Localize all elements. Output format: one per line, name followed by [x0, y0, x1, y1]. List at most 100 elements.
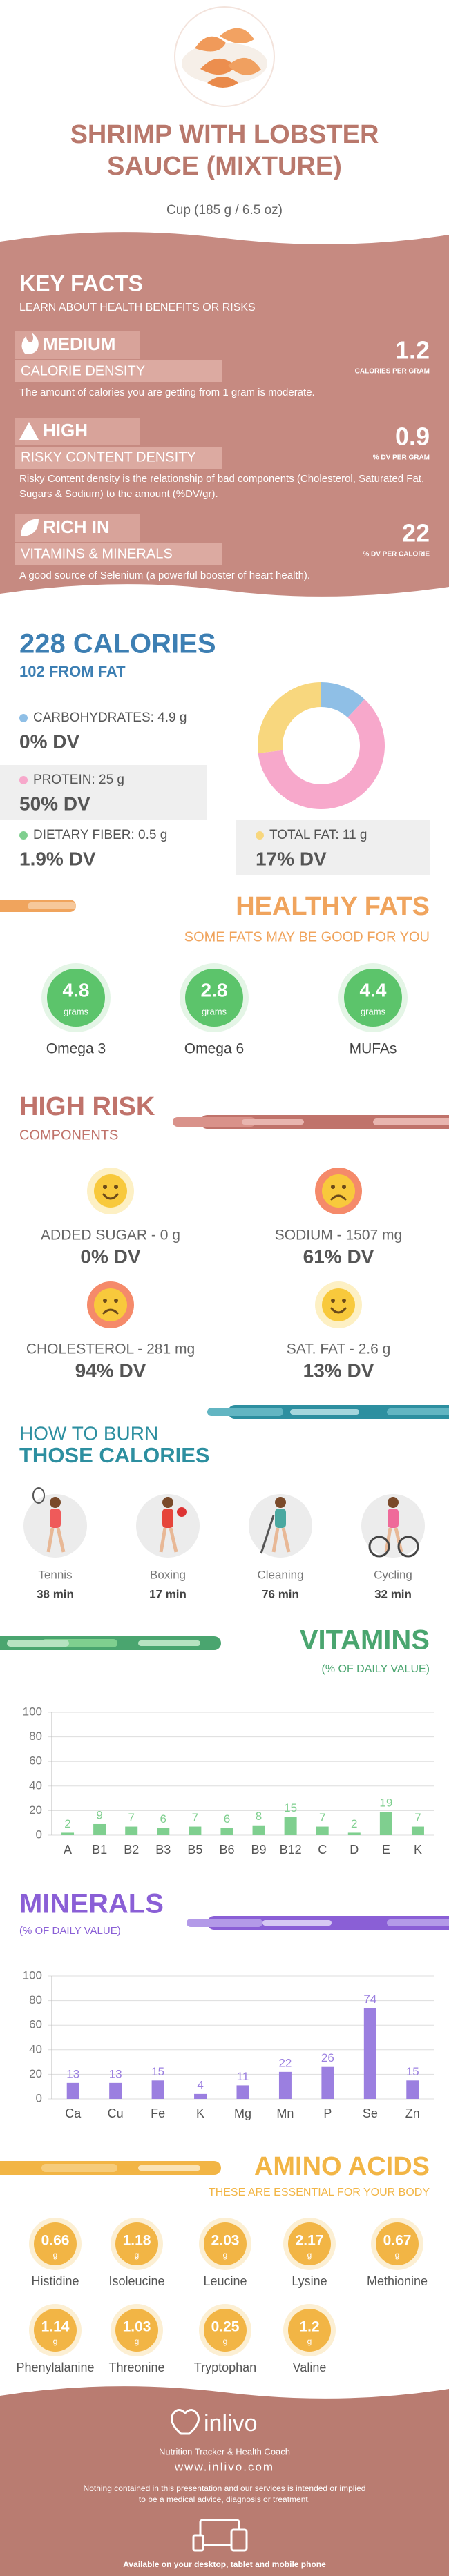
fact-unit: % DV PER CALORIE: [363, 551, 430, 559]
bar-value-label: 2: [351, 1817, 357, 1830]
bar-value-label: 7: [192, 1811, 198, 1824]
face: [322, 1174, 355, 1208]
fact-level: RICH IN: [43, 516, 110, 537]
macro-dv: 50% DV: [19, 793, 90, 814]
bar-value-label: 19: [379, 1797, 392, 1810]
amino-value: 2.17: [296, 2233, 324, 2249]
bar-value-label: 7: [128, 1811, 134, 1824]
bar: [61, 1832, 75, 1835]
amino-unit: g: [53, 2336, 58, 2346]
bar-value-label: 6: [160, 1812, 166, 1826]
bar-value-label: 13: [66, 2067, 79, 2080]
fat-circle: [47, 969, 105, 1027]
activity-time: 32 min: [374, 1587, 412, 1600]
bar: [278, 2071, 292, 2099]
calories-subtitle: 102 FROM FAT: [19, 663, 126, 680]
x-tick-label: B12: [280, 1843, 302, 1857]
person-leg: [56, 1527, 66, 1553]
burn-subtitle: THOSE CALORIES: [19, 1443, 210, 1467]
key-facts-background: [0, 232, 449, 597]
bar-value-label: 9: [96, 1808, 102, 1821]
leaf-icon: [21, 519, 39, 536]
burn-title: HOW TO BURN: [19, 1422, 158, 1444]
face-eye: [103, 1299, 107, 1303]
face-mouth: [330, 1194, 347, 1201]
face-mouth: [330, 1307, 347, 1314]
bar: [321, 2066, 334, 2099]
amino-name: Methionine: [367, 2274, 428, 2288]
y-tick-label: 60: [29, 1754, 42, 1768]
fat-name: MUFAs: [350, 1041, 397, 1057]
fact-value: 22: [402, 519, 430, 548]
x-tick-label: Fe: [151, 2107, 165, 2120]
amino-name: Threonine: [108, 2361, 164, 2374]
macro-dv: 17% DV: [256, 848, 327, 869]
risk-dv: 94% DV: [75, 1359, 146, 1381]
risk-label: ADDED SUGAR - 0 g: [41, 1228, 180, 1243]
amino-title: AMINO ACIDS: [254, 2152, 430, 2181]
person-head: [275, 1497, 286, 1508]
face-eye: [114, 1185, 118, 1189]
bar: [220, 1828, 233, 1835]
serving: Cup (185 g / 6.5 oz): [166, 203, 283, 217]
amino-unit: g: [307, 2336, 312, 2346]
risk-dv: 0% DV: [80, 1246, 140, 1267]
healthy-fats-subtitle: SOME FATS MAY BE GOOD FOR YOU: [184, 929, 430, 945]
y-tick-label: 100: [23, 1968, 42, 1982]
x-tick-label: Mg: [234, 2107, 251, 2120]
fat-unit: grams: [361, 1006, 386, 1016]
activity-name: Cycling: [374, 1568, 412, 1581]
y-tick-label: 80: [29, 1993, 42, 2006]
bar: [363, 2008, 376, 2099]
decor-bar: [187, 1919, 262, 1927]
x-tick-label: K: [414, 1843, 422, 1857]
bar: [93, 1823, 106, 1835]
person-head: [162, 1497, 173, 1508]
decor-bar: [173, 1117, 256, 1127]
macro-dot: [256, 831, 264, 840]
bar: [109, 2082, 122, 2099]
macro-dot: [19, 776, 28, 784]
flame-icon: [21, 333, 39, 354]
person-body: [388, 1509, 399, 1528]
amino-circle: [204, 2222, 247, 2265]
amino-value: 0.66: [41, 2233, 70, 2249]
calories-title: 228 CALORIES: [19, 629, 216, 659]
wheel: [368, 1536, 390, 1558]
fat-value: 4.4: [360, 979, 387, 1000]
amino-subtitle: THESE ARE ESSENTIAL FOR YOUR BODY: [209, 2187, 430, 2198]
amino-circle: [115, 2309, 158, 2352]
amino-circle: [288, 2309, 331, 2352]
decor-bar: [207, 1408, 283, 1416]
donut-slice: [258, 682, 321, 753]
bar: [125, 1826, 138, 1835]
decor-bar: [138, 1640, 200, 1646]
wheel: [397, 1536, 419, 1558]
x-tick-label: B3: [155, 1843, 171, 1857]
amino-name: Leucine: [203, 2274, 247, 2288]
fat-unit: grams: [64, 1006, 89, 1016]
amino-circle: [34, 2309, 77, 2352]
bar: [406, 2080, 419, 2099]
bar-value-label: 15: [284, 1801, 297, 1814]
footer-background: [0, 2386, 449, 2576]
y-tick-label: 20: [29, 1803, 42, 1817]
macro-label: TOTAL FAT: 11 g: [269, 828, 367, 842]
y-tick-label: 0: [36, 1828, 42, 1841]
fact-name-background: [15, 360, 222, 382]
vitamins-title: VITAMINS: [300, 1625, 430, 1656]
food-image: [174, 6, 275, 107]
fact-level: MEDIUM: [43, 333, 115, 354]
macro-background: [236, 820, 430, 875]
risk-label: SODIUM - 1507 mg: [275, 1228, 402, 1243]
person-leg: [46, 1527, 55, 1553]
amino-circle: [376, 2222, 419, 2265]
x-tick-label: B9: [251, 1843, 267, 1857]
amino-value: 0.67: [383, 2233, 412, 2249]
activity-time: 38 min: [37, 1587, 74, 1600]
person-head: [388, 1497, 399, 1508]
donut-slice: [321, 682, 365, 718]
amino-name: Tryptophan: [194, 2361, 256, 2374]
amino-name: Histidine: [31, 2274, 79, 2288]
